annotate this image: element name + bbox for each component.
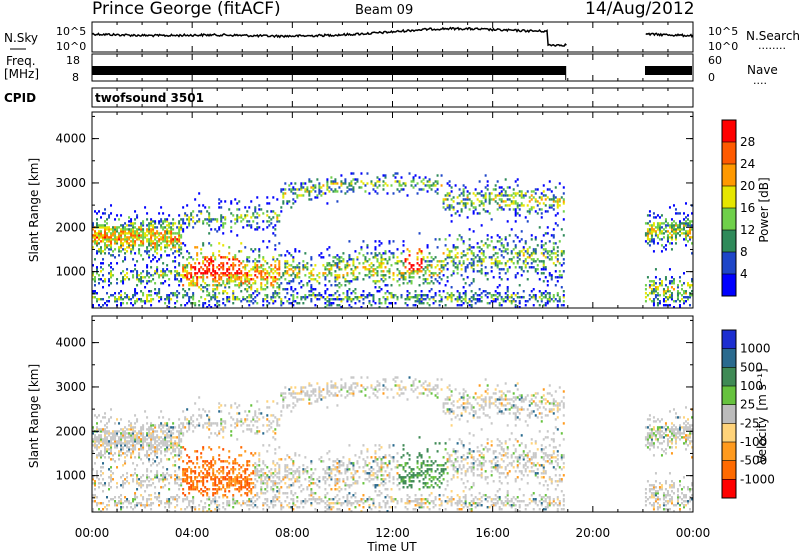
velocity-ylabel: Slant Range [km] (27, 364, 41, 468)
velocity-colorbar-tick: 25 (740, 398, 755, 412)
x-tick-label: 12:00 (375, 526, 410, 540)
nsearch-dots: ........ (758, 39, 786, 52)
power-colorbar-segment (722, 252, 736, 275)
date-title: 14/Aug/2012 (585, 0, 695, 19)
velocity-colorbar-tick: 1000 (740, 342, 771, 356)
noise-tick-left-bottom: 10^0 (56, 40, 86, 53)
freq-label-bottom: [MHz] (4, 67, 39, 81)
power-colorbar-tick: 16 (740, 201, 755, 215)
xlabel: Time UT (366, 540, 417, 554)
station-title: Prince George (fitACF) (92, 0, 281, 19)
cpid-label: CPID (4, 91, 36, 105)
nave-tick-bottom: 0 (708, 71, 715, 84)
y-tick-label: 2000 (55, 220, 86, 234)
velocity-colorbar-segment (722, 442, 736, 461)
noise-tick-right-bottom: 10^0 (708, 40, 738, 53)
nave-tick-top: 60 (708, 54, 722, 67)
noise-sky-trace (92, 28, 693, 46)
velocity-panel: 4000 3000 2000 1000 Slant Range [km] 100050… (27, 316, 775, 512)
power-colorbar-tick: 20 (740, 179, 755, 193)
nsky-label: N.Sky (4, 31, 38, 45)
x-tick-label: 16:00 (475, 526, 510, 540)
freq-trace-a (93, 66, 566, 75)
freq-tick-top: 18 (66, 54, 80, 67)
x-tick-label: 00:00 (676, 526, 711, 540)
y-tick-label: 1000 (55, 265, 86, 279)
power-colorbar-tick: 24 (740, 157, 755, 171)
power-colorbar-segment (722, 186, 736, 209)
velocity-colorbar-tick: -1000 (740, 472, 775, 486)
power-colorbar-segment (722, 120, 736, 143)
velocity-heatmap (92, 376, 693, 512)
power-colorbar-segment (722, 208, 736, 231)
velocity-colorbar-segment (722, 405, 736, 424)
freq-label-top: Freq. (6, 54, 36, 68)
freq-strip: Freq. [MHz] 18 8 60 0 Nave .... (4, 54, 778, 87)
velocity-colorbar-segment (722, 386, 736, 405)
nave-dots: .... (753, 74, 767, 87)
y-tick-label: 1000 (55, 469, 86, 483)
power-colorbar-label: Power [dB] (757, 177, 771, 242)
power-colorbar-tick: 4 (740, 267, 748, 281)
power-colorbar-tick: 12 (740, 223, 755, 237)
x-tick-label: 20:00 (576, 526, 611, 540)
velocity-colorbar-segment (722, 423, 736, 442)
y-tick-label: 3000 (55, 176, 86, 190)
noise-strip: N.Sky 10^5 10^0 10^5 10^0 N.Search .....… (4, 22, 800, 53)
power-ylabel: Slant Range [km] (27, 158, 41, 262)
x-tick-label: 00:00 (75, 526, 110, 540)
beam-title: Beam 09 (355, 3, 413, 18)
noise-tick-right-top: 10^5 (708, 25, 738, 38)
velocity-colorbar-segment (722, 479, 736, 498)
power-colorbar-segment (722, 230, 736, 253)
noise-tick-left-top: 10^5 (56, 25, 86, 38)
y-tick-label: 4000 (55, 336, 86, 350)
velocity-colorbar-segment (722, 461, 736, 480)
power-panel: 4000 3000 2000 1000 Slant Range [km] 28 24 20… (27, 112, 771, 308)
velocity-colorbar-segment (722, 367, 736, 386)
cpid-value: twofsound 3501 (95, 91, 204, 105)
cpid-strip: CPID twofsound 3501 (4, 88, 693, 107)
velocity-colorbar-segment (722, 330, 736, 349)
y-tick-label: 3000 (55, 380, 86, 394)
power-heatmap (92, 172, 693, 308)
x-tick-label: 08:00 (275, 526, 310, 540)
freq-tick-bottom: 8 (72, 71, 79, 84)
power-colorbar: 28 24 20 16 12 8 4 (722, 120, 755, 297)
power-colorbar-segment (722, 164, 736, 187)
velocity-colorbar-segment (722, 349, 736, 368)
power-colorbar-segment (722, 274, 736, 297)
power-colorbar-tick: 8 (740, 245, 748, 259)
y-tick-label: 4000 (55, 132, 86, 146)
power-colorbar-segment (722, 142, 736, 165)
y-tick-label: 2000 (55, 424, 86, 438)
x-tick-label: 04:00 (175, 526, 210, 540)
freq-trace-b (645, 66, 692, 75)
power-colorbar-tick: 28 (740, 135, 755, 149)
